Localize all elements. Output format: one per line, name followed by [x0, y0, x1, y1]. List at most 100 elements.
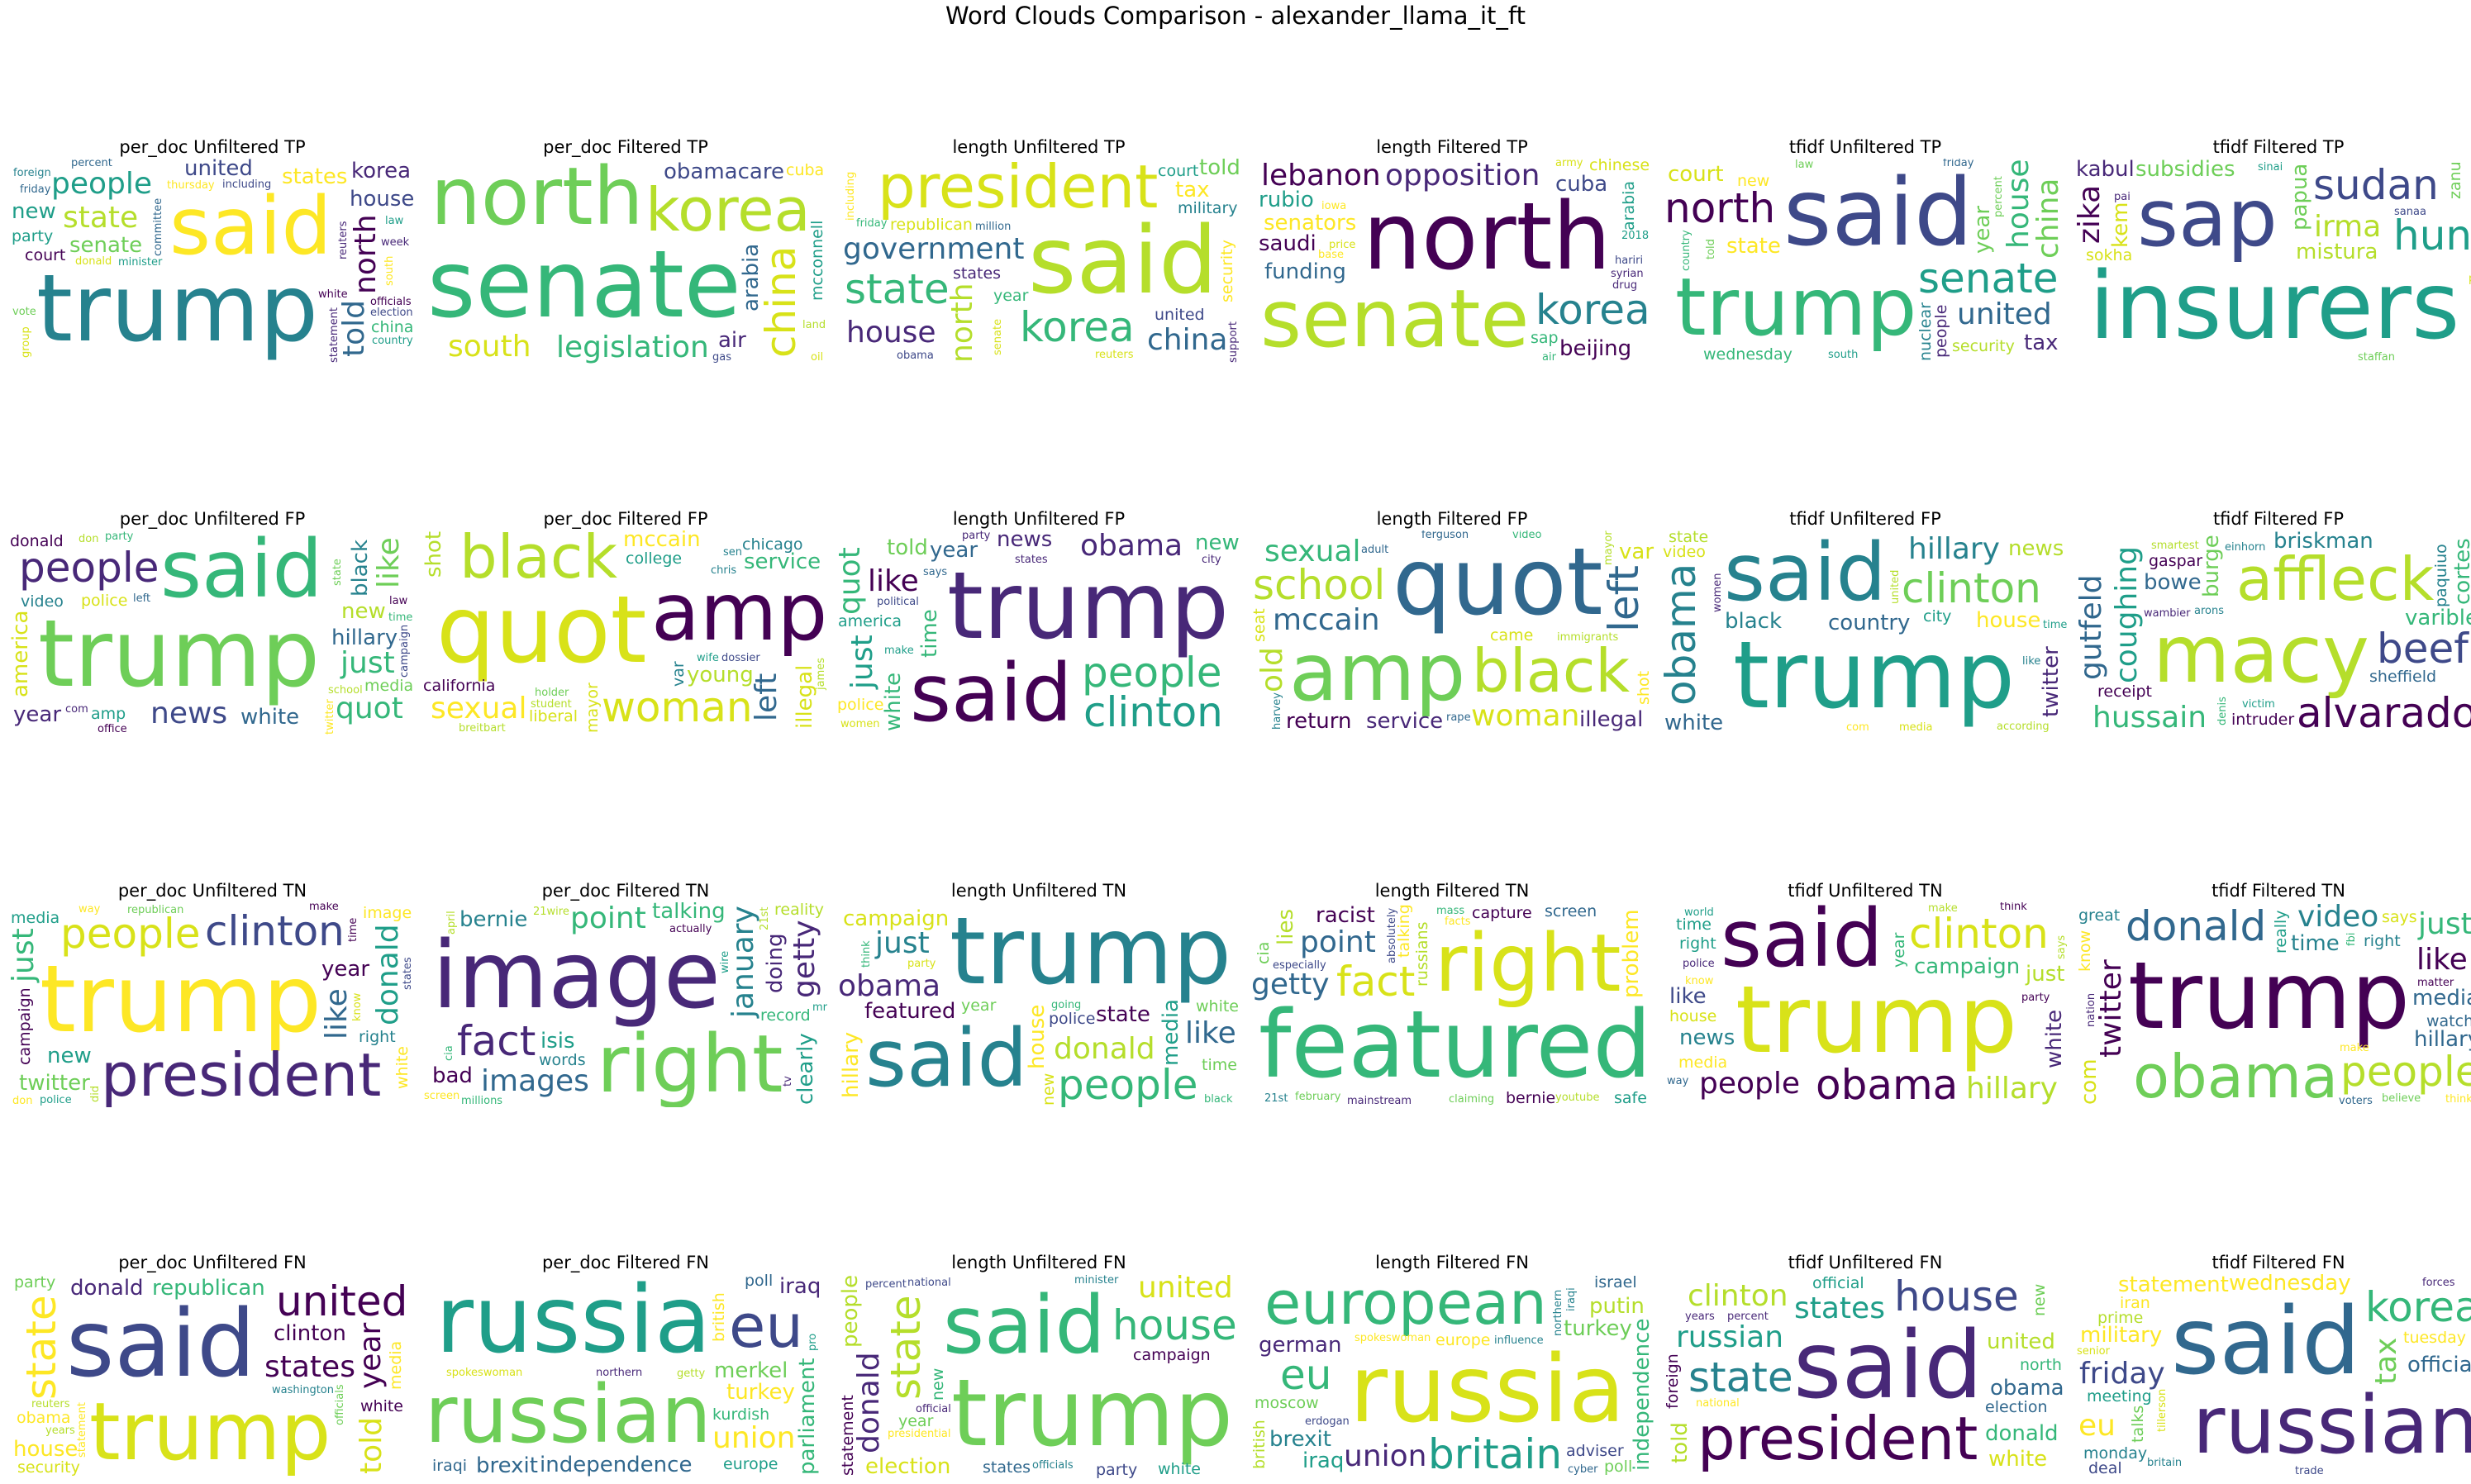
word-cloud-word: merkel — [714, 1358, 788, 1383]
word-cloud-word: united — [276, 1277, 408, 1325]
word-cloud-word: people — [1932, 304, 1950, 358]
word-cloud-word: left — [133, 592, 151, 605]
word-cloud-word: hillary — [839, 1031, 864, 1098]
word-cloud-word: bernie — [1506, 1089, 1556, 1107]
word-cloud-word: northern — [596, 1367, 643, 1379]
word-cloud-word: campaign — [1914, 954, 2021, 979]
word-cloud-word: media — [11, 909, 60, 927]
word-cloud-word: like — [868, 564, 919, 598]
word-cloud-word: trump — [2128, 943, 2411, 1050]
word-cloud-word: harvey — [1271, 692, 1283, 730]
word-cloud-word: new — [1737, 172, 1770, 190]
word-cloud-word: amp — [1289, 626, 1466, 719]
word-cloud-word: image — [363, 904, 412, 922]
word-cloud-word: state — [1096, 1002, 1150, 1027]
word-cloud-word: iran — [2120, 1294, 2150, 1312]
word-cloud-word: state — [331, 559, 344, 586]
word-cloud-word: sinai — [2258, 161, 2283, 174]
word-cloud-word: minister — [118, 256, 163, 269]
word-cloud-word: sen — [723, 546, 743, 559]
word-cloud-word: getty — [677, 1367, 706, 1380]
word-cloud-word: year — [13, 702, 62, 727]
word-cloud-word: com — [65, 703, 88, 716]
word-cloud-word: gas — [712, 351, 731, 364]
panel-title: per_doc Filtered FP — [543, 509, 708, 529]
word-cloud-word: told — [887, 535, 928, 560]
word-cloud-word: city — [1202, 554, 1221, 566]
word-cloud: image right fact images january getty point bad… — [423, 902, 828, 1107]
word-cloud-word: north — [349, 214, 383, 294]
word-cloud-word: time — [917, 609, 942, 658]
word-cloud-word: arabia — [739, 243, 764, 312]
word-cloud-word: air — [718, 328, 746, 353]
word-cloud-word: clinton — [1083, 688, 1223, 735]
word-cloud-word: states — [1794, 1291, 1885, 1325]
word-cloud-word: lebanon — [1261, 159, 1381, 193]
word-cloud-word: new — [12, 199, 56, 224]
word-cloud-word: just — [845, 635, 879, 689]
word-cloud-word: china — [1147, 323, 1228, 357]
word-cloud-word: california — [423, 677, 496, 695]
panel-title: length Filtered TN — [1374, 881, 1530, 901]
word-cloud-word: old — [1255, 647, 1289, 692]
word-cloud-word: said — [160, 530, 323, 616]
word-cloud-word: syrian — [1611, 268, 1644, 280]
word-cloud-word: pai — [2114, 191, 2131, 203]
word-cloud-word: tillerson — [2156, 1388, 2169, 1432]
word-cloud-word: people — [2340, 1048, 2471, 1096]
word-cloud-word: opposition — [1385, 159, 1540, 193]
word-cloud-word: hussain — [2092, 701, 2207, 735]
word-cloud-word: mr — [812, 1001, 828, 1014]
word-cloud-word: korea — [645, 175, 811, 245]
word-cloud-word: spokeswoman — [1355, 1332, 1431, 1344]
word-cloud-word: racist — [1316, 903, 1375, 928]
word-cloud-word: came — [1490, 626, 1534, 644]
word-cloud-word: state — [1726, 234, 1781, 259]
word-cloud-word: year — [930, 538, 978, 563]
word-cloud-word: coughing — [2110, 546, 2144, 683]
word-cloud-word: sexual — [431, 692, 527, 725]
word-cloud-word: america — [10, 610, 33, 697]
word-cloud-word: british — [710, 1292, 728, 1342]
word-cloud-word: china — [757, 245, 805, 358]
word-cloud-word: trump — [38, 601, 321, 708]
word-cloud-word: matter — [2417, 977, 2454, 989]
word-cloud-word: ferguson — [1421, 530, 1469, 541]
word-cloud-word: said — [169, 180, 332, 273]
word-cloud-word: clinton — [1902, 564, 2041, 612]
word-cloud-word: hillary — [331, 625, 398, 650]
word-cloud-word: presidential — [888, 1428, 951, 1440]
panel-title: tfidf Filtered TN — [2212, 881, 2345, 901]
word-cloud-word: trump — [950, 902, 1232, 1006]
word-cloud-word: trump — [36, 255, 319, 363]
word-cloud-word: united — [1957, 297, 2052, 331]
word-cloud-word: percent — [1993, 176, 2005, 217]
word-cloud-word: news — [997, 530, 1053, 552]
word-cloud-word: house — [2002, 159, 2035, 249]
word-cloud-word: adviser — [1566, 1442, 1624, 1460]
word-cloud-word: lies — [1274, 909, 1298, 945]
panel-title: length Unfiltered FN — [951, 1253, 1126, 1272]
word-cloud-word: base — [1318, 249, 1344, 261]
word-cloud-word: president — [1697, 1404, 1978, 1473]
word-cloud-word: right — [1435, 917, 1621, 1010]
word-cloud-word: facts — [1445, 916, 1471, 928]
word-cloud-word: shot — [423, 530, 446, 578]
word-cloud-word: twitter — [324, 699, 336, 735]
word-cloud-word: victim — [2242, 698, 2275, 711]
word-cloud-word: oil — [811, 351, 824, 364]
word-cloud-word: north — [431, 159, 644, 243]
word-cloud-word: year — [961, 996, 997, 1015]
word-cloud-word: obama — [17, 1409, 71, 1427]
word-cloud-word: obama — [1990, 1376, 2064, 1401]
word-cloud-word: russians — [1413, 921, 1431, 987]
word-cloud-word: told — [355, 1417, 388, 1474]
word-cloud-word: time — [347, 917, 359, 942]
word-cloud-word: chris — [711, 564, 737, 577]
word-cloud-word: white — [2042, 1009, 2067, 1068]
word-cloud-word: time — [1676, 916, 1712, 934]
word-cloud-word: monday — [2083, 1444, 2148, 1463]
word-cloud-word: says — [2382, 908, 2417, 926]
word-cloud-word: britain — [2147, 1457, 2183, 1469]
word-cloud-word: white — [1196, 997, 1239, 1015]
